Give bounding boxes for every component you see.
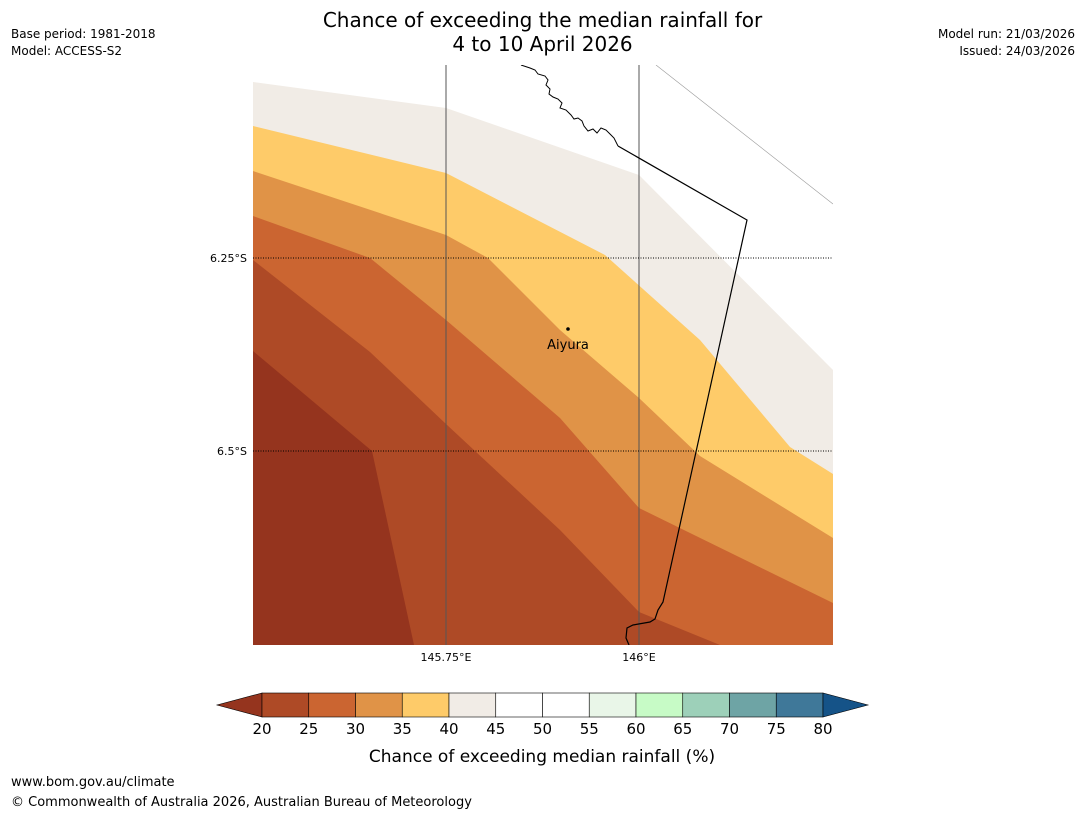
colorbar-tick-label: 30: [346, 720, 365, 738]
map-area: [253, 65, 833, 645]
colorbar-bin: [355, 692, 403, 718]
colorbar-tick-label: 80: [813, 720, 832, 738]
chart-title-line2: 4 to 10 April 2026: [452, 32, 633, 56]
province-border: [617, 145, 748, 645]
band-below-20: [253, 351, 414, 645]
colorbar-tick-label: 45: [486, 720, 505, 738]
colorbar-tick-label: 65: [673, 720, 692, 738]
colorbar-tick-label: 60: [626, 720, 645, 738]
colorbar-bin: [588, 692, 637, 718]
colorbar-bin: [775, 692, 824, 718]
place-label: Aiyura: [547, 338, 589, 353]
lat-label-6.5: 6.5°S: [217, 445, 247, 458]
colorbar-bin: [729, 692, 777, 718]
base-period-text: Base period: 1981-2018: [11, 27, 156, 41]
colorbar-tick-label: 75: [767, 720, 786, 738]
colorbar-bin: [261, 692, 310, 718]
chart-title-line1: Chance of exceeding the median rainfall …: [322, 8, 763, 32]
lon-label-145.75: 145.75°E: [421, 651, 472, 664]
colorbar-over-arrow: [822, 692, 870, 718]
colorbar-tick-label: 70: [720, 720, 739, 738]
footer-copyright: © Commonwealth of Australia 2026, Austra…: [11, 795, 472, 810]
colorbar-bin: [635, 692, 684, 718]
model-run-text: Model run: 21/03/2026: [937, 27, 1075, 41]
colorbar-tick-label: 40: [439, 720, 458, 738]
colorbar: 20 25 30 35 40 45 50 55 60 65 70 75 80: [215, 692, 870, 738]
colorbar-bin: [448, 692, 497, 718]
colorbar-tick-label: 20: [252, 720, 271, 738]
thin-coast-line: [655, 65, 833, 205]
colorbar-bin: [542, 692, 590, 718]
colorbar-tick-label: 35: [393, 720, 412, 738]
coastline-north: [520, 65, 619, 147]
colorbar-label: Chance of exceeding median rainfall (%): [369, 747, 715, 767]
place-marker: [566, 327, 570, 331]
lat-label-6.25: 6.25°S: [210, 252, 247, 265]
model-text: Model: ACCESS-S2: [11, 44, 123, 58]
colorbar-bin: [308, 692, 356, 718]
colorbar-under-arrow: [215, 692, 263, 718]
issued-text: Issued: 24/03/2026: [959, 44, 1075, 58]
colorbar-tick-label: 25: [299, 720, 318, 738]
colorbar-bin: [495, 692, 543, 718]
colorbar-tick-label: 55: [580, 720, 599, 738]
colorbar-tick-label: 50: [533, 720, 552, 738]
colorbar-bin: [682, 692, 730, 718]
colorbar-bin: [401, 692, 450, 718]
footer-url[interactable]: www.bom.gov.au/climate: [11, 775, 175, 790]
lon-label-146: 146°E: [622, 651, 655, 664]
